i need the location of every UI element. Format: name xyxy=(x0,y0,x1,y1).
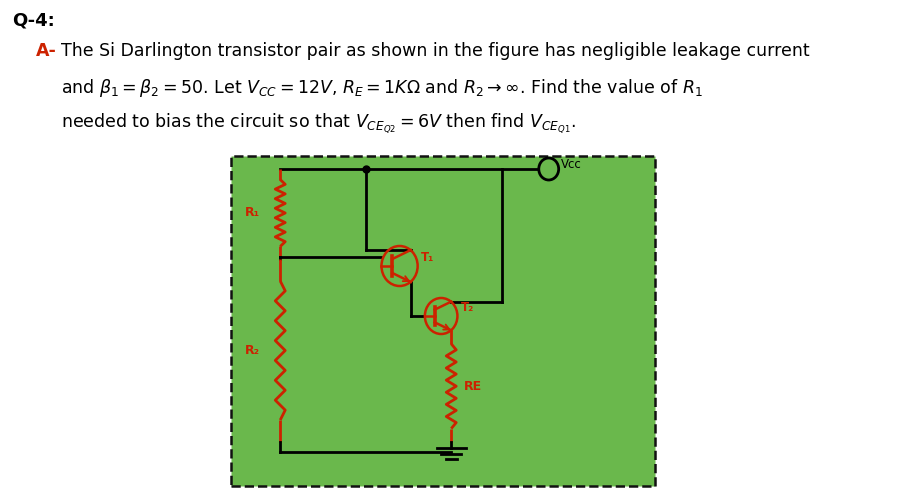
Text: A-: A- xyxy=(36,42,57,60)
Text: T₂: T₂ xyxy=(460,301,474,314)
Circle shape xyxy=(539,158,558,180)
Text: and $\beta_1 = \beta_2 = 50$. Let $V_{CC} = 12V$, $R_E = 1K\Omega$ and $R_2 \rig: and $\beta_1 = \beta_2 = 50$. Let $V_{CC… xyxy=(62,77,702,99)
Text: R₁: R₁ xyxy=(245,206,260,219)
Text: Vcc: Vcc xyxy=(561,159,582,171)
Text: Q-4:: Q-4: xyxy=(12,12,54,30)
Text: The Si Darlington transistor pair as shown in the figure has negligible leakage : The Si Darlington transistor pair as sho… xyxy=(62,42,810,60)
Text: T₁: T₁ xyxy=(421,250,434,263)
Text: RE: RE xyxy=(463,380,482,393)
Text: needed to bias the circuit so that $V_{CE_{Q2}} = 6V$ then find $V_{CE_{Q1}}$.: needed to bias the circuit so that $V_{C… xyxy=(62,112,576,136)
Bar xyxy=(231,156,654,486)
Text: R₂: R₂ xyxy=(245,344,260,357)
